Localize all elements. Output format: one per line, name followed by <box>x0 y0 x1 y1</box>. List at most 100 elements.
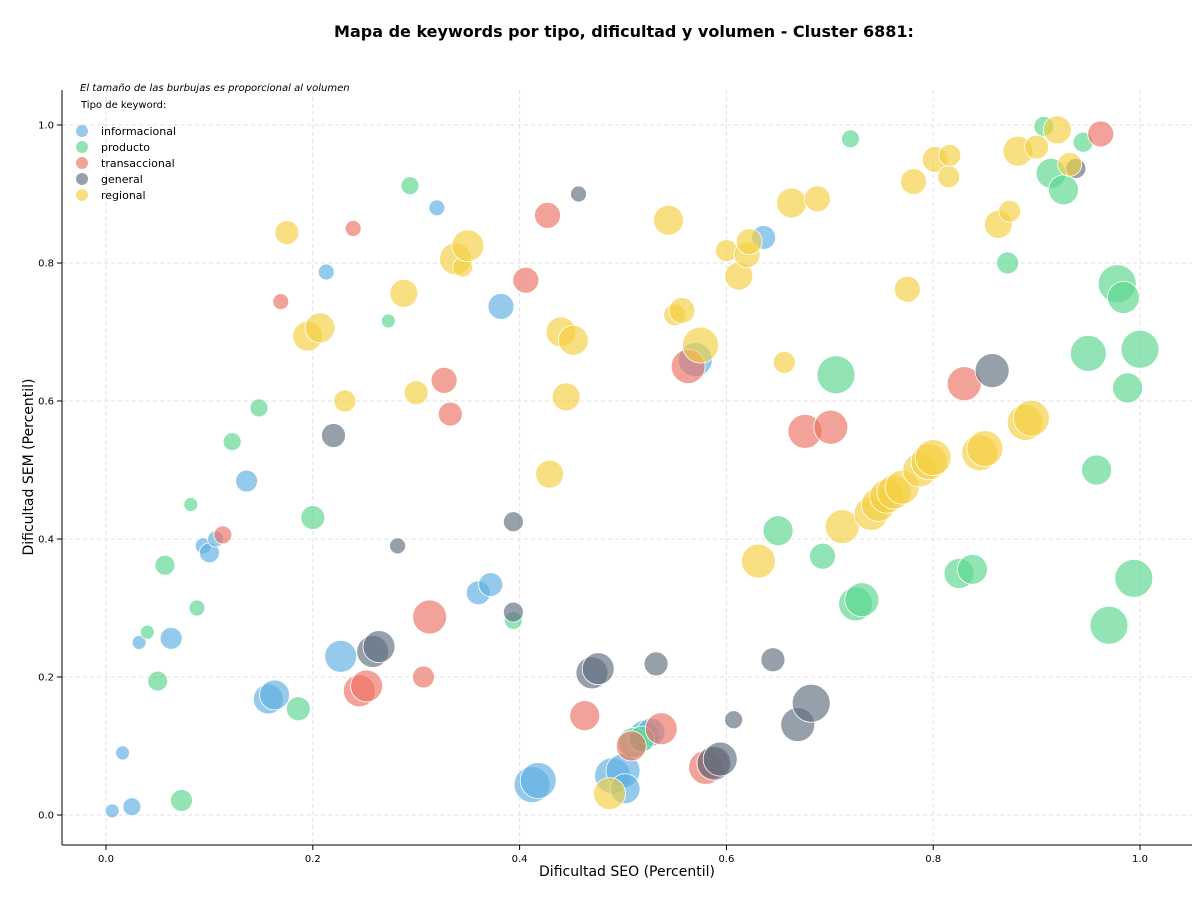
series-transaccional <box>213 120 1115 785</box>
bubble-informacional <box>122 797 142 817</box>
bubble-informacional <box>317 263 335 281</box>
chart-title: Mapa de keywords por tipo, dificultad y … <box>334 22 914 41</box>
x-tick-label: 1.0 <box>1132 854 1148 865</box>
bubble-regional <box>1057 151 1083 177</box>
y-tick-label: 0.2 <box>38 673 54 684</box>
legend: informacional producto transaccional genera… <box>76 125 176 202</box>
x-axis-label: Dificultad SEO (Percentil) <box>539 864 715 880</box>
bubble-regional <box>389 278 419 308</box>
bubble-regional <box>938 143 962 167</box>
x-tick-label: 0.8 <box>925 854 941 865</box>
y-tick-label: 0.0 <box>38 811 54 822</box>
bubble-producto <box>1107 281 1140 314</box>
bubble-producto <box>380 313 396 329</box>
x-tick-label: 0.6 <box>718 854 734 865</box>
bubble-regional <box>893 275 921 303</box>
legend-label-informacional: informacional <box>101 125 176 138</box>
bubble-transaccional <box>1087 120 1115 148</box>
bubble-general <box>321 423 346 448</box>
bubble-regional <box>824 509 860 544</box>
legend-label-producto: producto <box>101 141 150 154</box>
axes <box>61 90 1192 846</box>
bubble-producto <box>249 398 269 418</box>
bubble-general <box>389 537 406 555</box>
bubble-transaccional <box>213 525 233 545</box>
bubble-informacional <box>478 572 504 597</box>
bubble-general <box>581 652 615 686</box>
bubble-producto <box>762 515 794 547</box>
bubble-regional <box>682 326 719 364</box>
legend-label-transaccional: transaccional <box>101 157 175 170</box>
legend-marker-transaccional <box>76 157 88 169</box>
bubble-transaccional <box>437 401 463 427</box>
y-tick-label: 0.4 <box>38 535 54 546</box>
legend-marker-regional <box>76 189 88 201</box>
bubble-producto <box>170 789 193 812</box>
bubble-general <box>760 647 786 673</box>
bubble-producto <box>139 624 155 640</box>
bubble-regional <box>772 350 796 374</box>
bubble-transaccional <box>644 712 678 746</box>
bubble-regional <box>304 312 336 344</box>
bubble-regional <box>274 220 300 246</box>
bubble-producto <box>147 670 169 692</box>
bubble-producto <box>957 553 988 585</box>
bubble-producto <box>841 129 860 149</box>
legend-marker-informacional <box>76 125 88 137</box>
bubble-regional <box>451 229 485 263</box>
bubble-transaccional <box>534 201 561 229</box>
bubble-general <box>974 353 1010 389</box>
bubble-regional <box>535 459 564 489</box>
bubble-informacional <box>519 762 557 799</box>
bubble-regional <box>593 777 626 811</box>
y-axis-label: Dificultad SEM (Percentil) <box>21 379 37 556</box>
bubble-transaccional <box>272 293 290 311</box>
bubble-transaccional <box>344 220 362 237</box>
x-tick-label: 0.2 <box>305 854 321 865</box>
bubble-producto <box>1048 174 1079 206</box>
bubble-producto <box>1081 454 1112 486</box>
y-tick-label: 0.6 <box>38 397 54 408</box>
bubble-regional <box>333 389 357 413</box>
bubble-general <box>643 651 669 677</box>
bubble-producto <box>809 542 836 570</box>
bubble-size-note: El tamaño de las burbujas es proporciona… <box>80 83 350 94</box>
bubble-regional <box>557 324 589 356</box>
bubble-transaccional <box>512 266 540 294</box>
bubble-regional <box>715 239 738 262</box>
bubble-general <box>791 683 831 723</box>
bubble-general <box>702 741 738 777</box>
bubble-regional <box>1024 134 1049 160</box>
bubble-regional <box>776 187 807 219</box>
legend-label-regional: regional <box>101 189 146 202</box>
bubble-regional <box>998 199 1022 223</box>
bubble-producto <box>996 251 1020 275</box>
bubble-transaccional <box>569 700 601 732</box>
bubble-producto <box>1089 605 1129 645</box>
y-tick-label: 1.0 <box>38 121 54 132</box>
legend-label-general: general <box>101 173 143 186</box>
series-general <box>321 158 1087 781</box>
bubble-producto <box>1120 329 1160 369</box>
legend-title: Tipo de keyword: <box>80 100 166 111</box>
bubble-informacional <box>428 199 446 217</box>
bubble-informacional <box>115 745 130 761</box>
bubble-regional <box>1013 399 1050 437</box>
x-tick-label: 0.4 <box>512 854 528 865</box>
bubble-informacional <box>104 803 120 819</box>
bubble-producto <box>222 432 242 452</box>
bubble-regional <box>551 382 581 412</box>
bubble-producto <box>154 554 176 576</box>
bubble-informacional <box>487 293 515 320</box>
bubble-regional <box>937 165 961 189</box>
bubble-general <box>502 601 524 623</box>
bubble-transaccional <box>412 665 435 689</box>
bubble-transaccional <box>412 599 448 635</box>
bubbles <box>104 115 1160 819</box>
y-ticks: 0.0 0.2 0.4 0.6 0.8 1.0 <box>38 121 62 822</box>
bubble-regional <box>668 297 696 325</box>
bubble-regional <box>735 228 763 256</box>
bubble-informacional <box>159 626 183 650</box>
bubble-regional <box>1042 115 1072 145</box>
bubble-regional <box>966 430 1004 468</box>
